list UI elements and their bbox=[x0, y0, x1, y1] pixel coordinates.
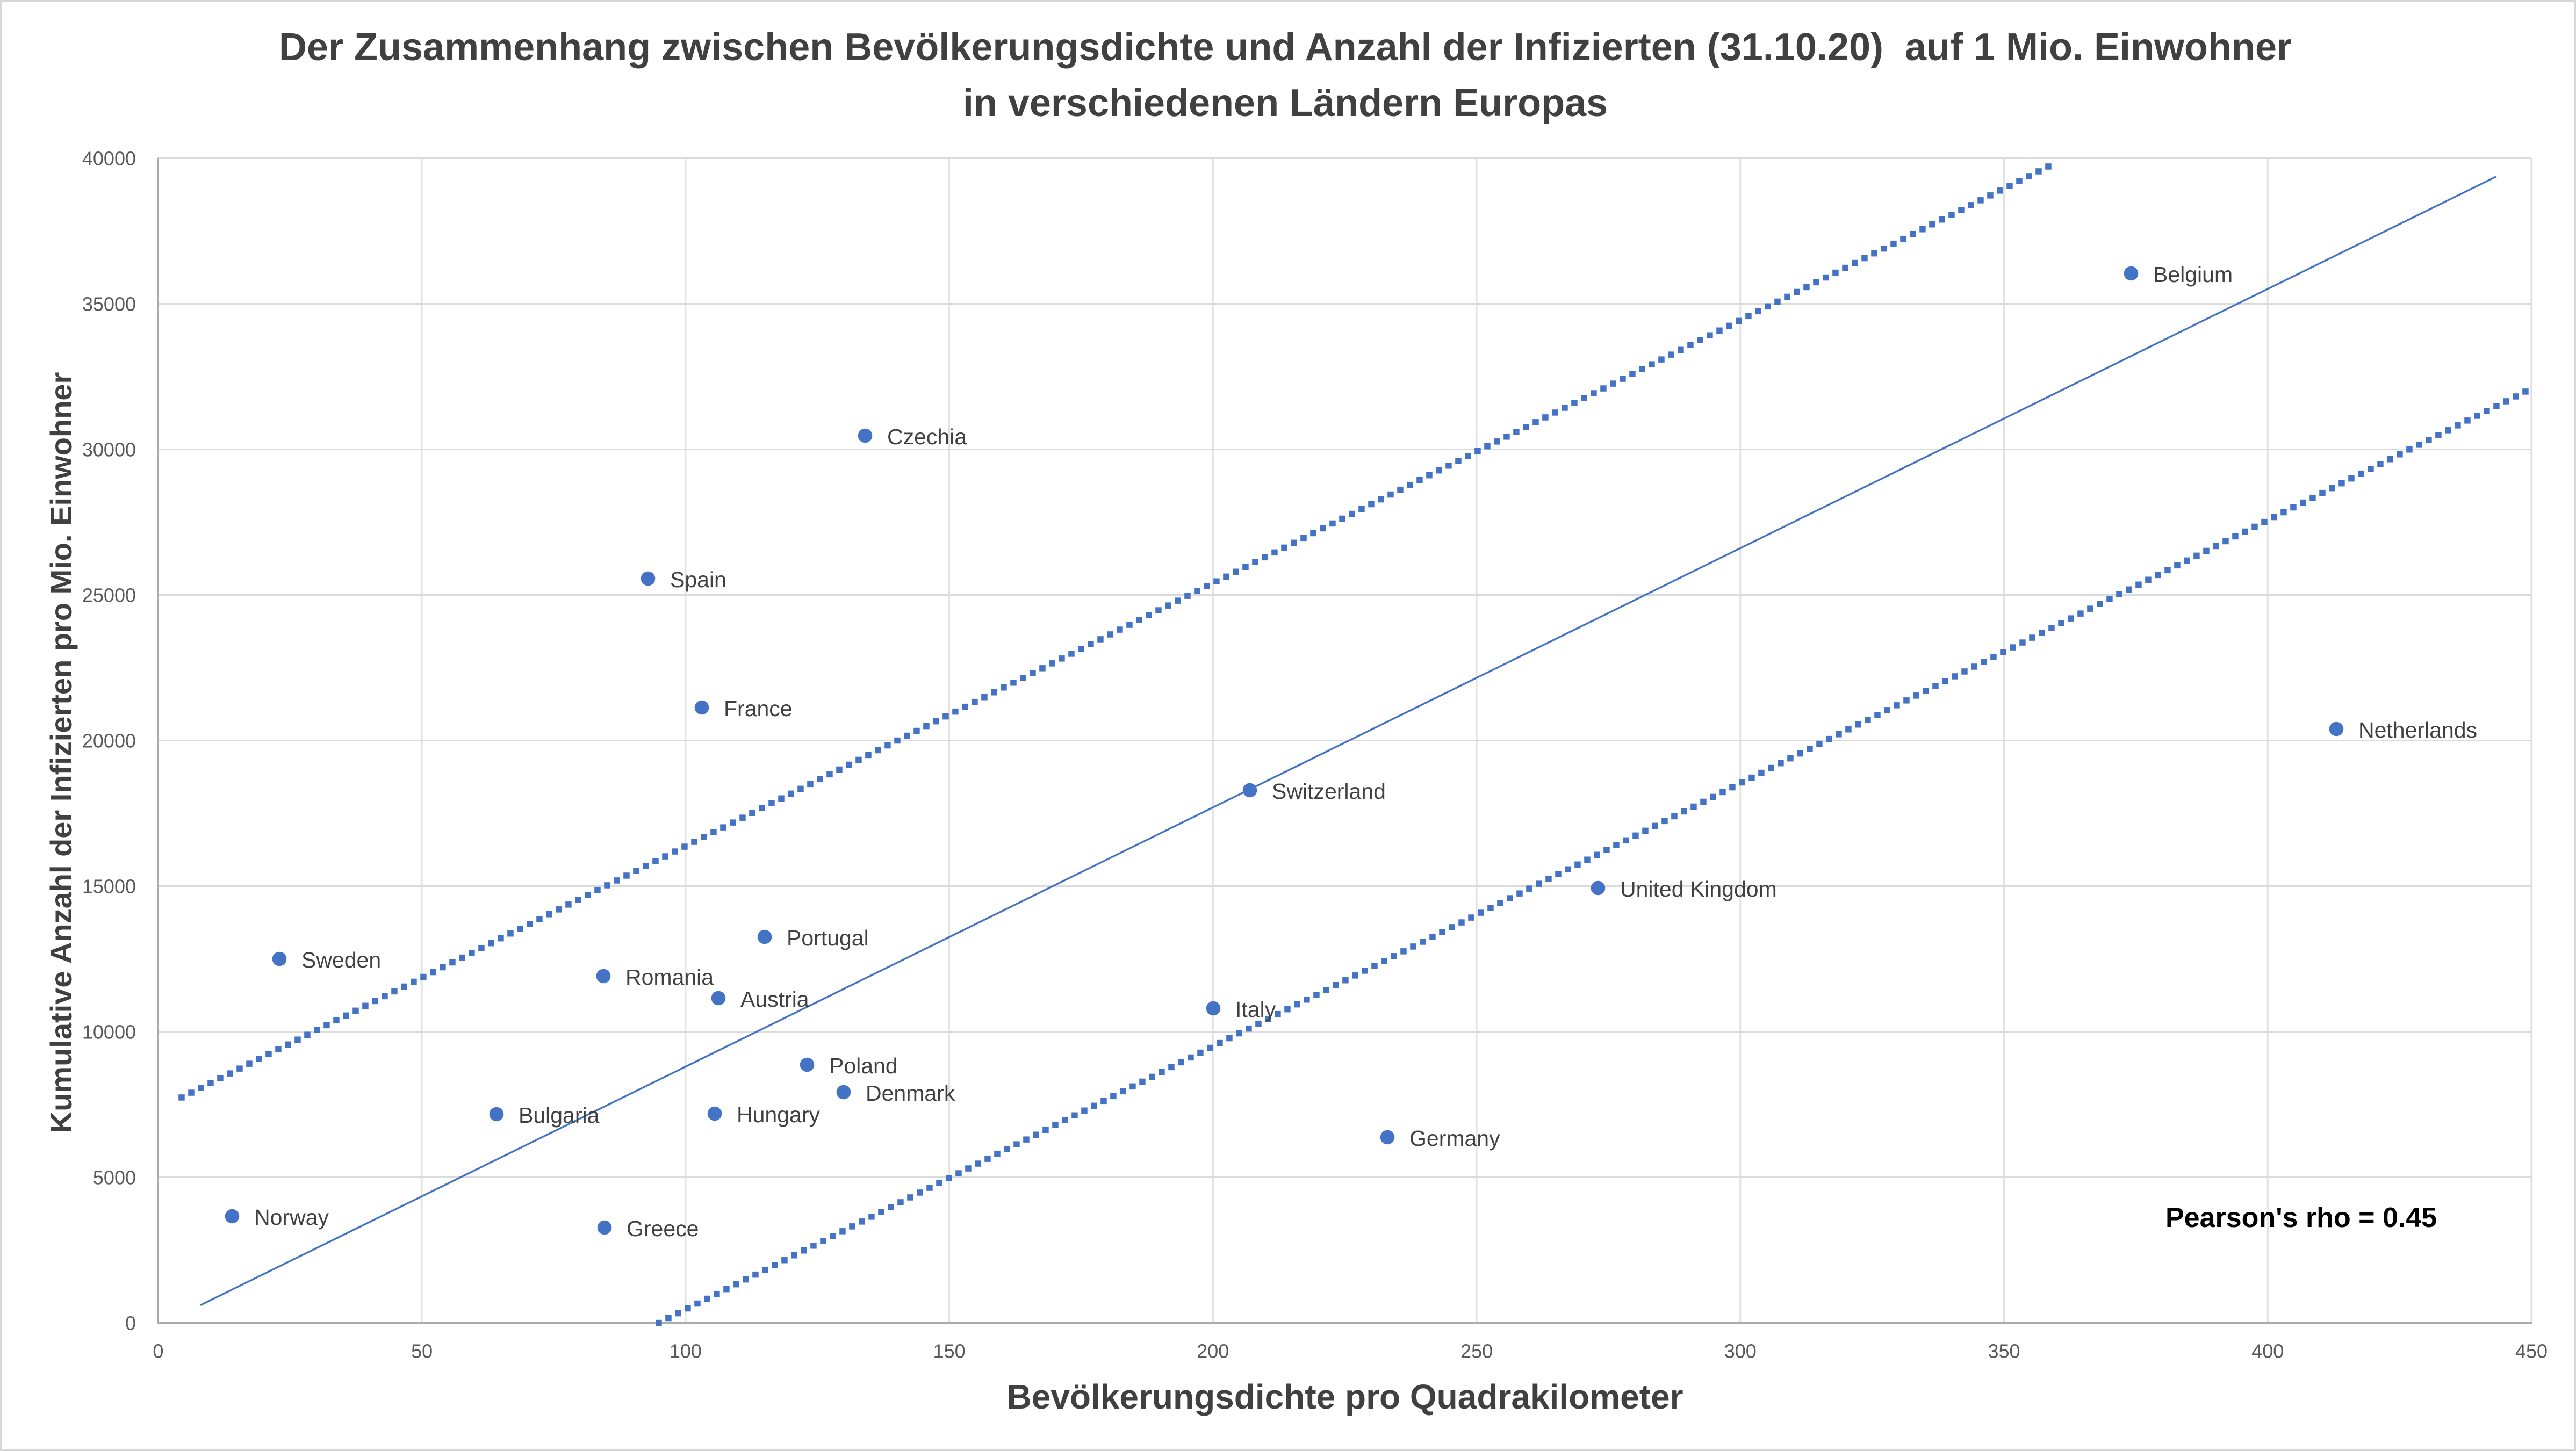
svg-text:0: 0 bbox=[125, 1312, 136, 1334]
svg-text:40000: 40000 bbox=[82, 148, 136, 170]
svg-text:35000: 35000 bbox=[82, 293, 136, 315]
svg-text:350: 350 bbox=[1988, 1340, 2020, 1362]
svg-text:Der Zusammenhang zwischen Bevö: Der Zusammenhang zwischen Bevölkerungsdi… bbox=[279, 26, 2292, 69]
svg-text:Denmark: Denmark bbox=[866, 1081, 955, 1106]
svg-text:Kumulative Anzahl der Infizier: Kumulative Anzahl der Infizierten pro Mi… bbox=[44, 372, 78, 1134]
svg-text:30000: 30000 bbox=[82, 439, 136, 461]
svg-text:Belgium: Belgium bbox=[2153, 262, 2233, 287]
svg-text:Spain: Spain bbox=[670, 567, 726, 592]
svg-text:France: France bbox=[724, 696, 793, 721]
svg-text:Hungary: Hungary bbox=[737, 1102, 820, 1127]
svg-text:5000: 5000 bbox=[93, 1167, 136, 1189]
svg-text:Portugal: Portugal bbox=[787, 926, 869, 950]
svg-text:Austria: Austria bbox=[740, 987, 809, 1012]
svg-text:in verschiedenen Ländern Europ: in verschiedenen Ländern Europas bbox=[963, 82, 1608, 125]
svg-text:300: 300 bbox=[1724, 1340, 1757, 1362]
svg-text:Italy: Italy bbox=[1235, 997, 1276, 1022]
svg-text:Sweden: Sweden bbox=[301, 948, 381, 972]
svg-text:Poland: Poland bbox=[829, 1053, 898, 1078]
svg-text:150: 150 bbox=[933, 1340, 966, 1362]
svg-text:0: 0 bbox=[153, 1340, 163, 1362]
svg-text:Netherlands: Netherlands bbox=[2358, 718, 2477, 742]
svg-text:Bulgaria: Bulgaria bbox=[519, 1103, 600, 1128]
svg-text:Greece: Greece bbox=[627, 1216, 699, 1241]
svg-text:Germany: Germany bbox=[1409, 1126, 1500, 1151]
svg-text:Czechia: Czechia bbox=[887, 424, 967, 449]
svg-text:Norway: Norway bbox=[254, 1205, 329, 1230]
svg-text:400: 400 bbox=[2251, 1340, 2284, 1362]
svg-text:50: 50 bbox=[411, 1340, 433, 1362]
svg-text:250: 250 bbox=[1460, 1340, 1493, 1362]
svg-text:Bevölkerungsdichte pro Quadrak: Bevölkerungsdichte pro Quadrakilometer bbox=[1007, 1377, 1683, 1416]
svg-text:10000: 10000 bbox=[82, 1021, 136, 1043]
svg-text:Romania: Romania bbox=[625, 965, 714, 990]
svg-text:Switzerland: Switzerland bbox=[1272, 779, 1386, 804]
svg-text:20000: 20000 bbox=[82, 730, 136, 752]
svg-text:200: 200 bbox=[1197, 1340, 1229, 1362]
svg-text:450: 450 bbox=[2515, 1340, 2548, 1362]
svg-text:Pearson's rho = 0.45: Pearson's rho = 0.45 bbox=[2165, 1202, 2437, 1233]
svg-text:United Kingdom: United Kingdom bbox=[1620, 877, 1777, 901]
svg-text:25000: 25000 bbox=[82, 584, 136, 607]
svg-text:100: 100 bbox=[670, 1340, 702, 1362]
svg-text:15000: 15000 bbox=[82, 876, 136, 898]
